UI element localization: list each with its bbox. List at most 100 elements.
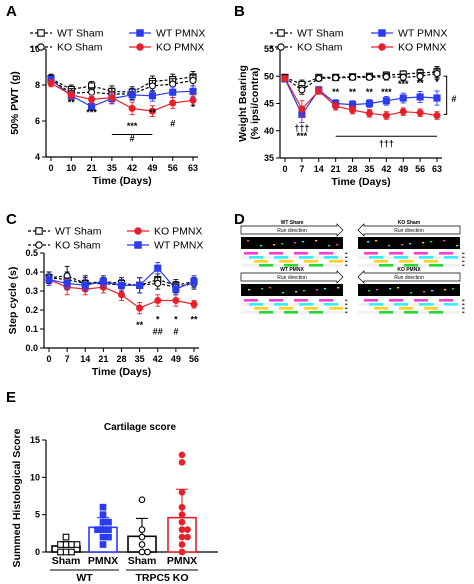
significance-mark: ** [68,98,76,108]
data-point [108,94,116,102]
data-point [154,264,162,272]
significance-mark: ** [149,108,157,118]
data-point [117,281,126,289]
data-point [178,518,186,526]
step-bar [254,307,268,310]
step-bar [249,256,263,259]
data-point [138,533,146,541]
series-ko-pmnx [281,74,441,120]
data-point [138,541,146,548]
gait-track: KO Sham Run direction [357,220,465,268]
footprint [337,287,340,289]
row-label [345,260,348,263]
legend-item: KO PMNX [371,42,446,54]
data-point [148,82,156,90]
y-tick-label: 0.0 [25,343,38,353]
y-tick-label: 4 [35,152,40,162]
data-point [57,541,64,548]
data-point [184,526,191,533]
data-point [154,279,162,287]
y-tick-label: 0.3 [25,286,38,296]
x-tick-label: Sham [128,555,157,567]
y-tick-label: 0.2 [25,305,38,315]
step-bar [269,299,283,302]
data-point [117,291,126,299]
legend-marker [37,29,45,37]
step-bar [439,252,453,255]
footprint [422,242,425,244]
panel-e: Cartilage score 0 5 10 15 Summed Histological… [11,422,218,584]
gait-track: WT Sham Run direction [240,220,348,268]
row-label [462,299,465,302]
footprint [401,244,404,246]
legend-label: KO PMNX [156,42,204,54]
legend-marker [378,43,386,51]
data-point [99,511,107,519]
step-bar [274,303,288,306]
data-point [148,107,156,115]
footprint [430,241,433,243]
data-point [298,86,306,94]
legend-label: KO PMNX [154,226,202,238]
y-tick-label: 10 [30,44,40,54]
footprint [273,244,276,246]
footprint-image [358,284,460,296]
data-point [88,88,96,96]
y-tick-label: 0.4 [25,267,38,277]
y-tick-label: 8 [35,80,40,90]
legend-label: KO Sham [57,42,103,54]
x-tick-label: Sham [52,555,81,567]
significance-mark: ## [153,327,163,337]
y-axis-label-line1: Weight Bearing [237,65,249,142]
step-bar [304,307,318,310]
significance-mark: # [170,118,175,128]
series-ko-pmnx [47,79,197,117]
data-point [433,69,441,78]
legend-marker [277,43,285,51]
footprint [302,241,305,243]
data-point [148,92,156,100]
step-bar [284,264,298,267]
run-direction-label: Run direction [277,228,307,234]
x-tick-label: 0 [282,164,287,174]
footprint [389,288,392,290]
legend-item: KO Sham [270,42,343,54]
footprint [328,245,331,247]
data-point [63,279,71,287]
legend-label: WT PMNX [154,240,203,252]
step-bar [404,311,418,314]
gait-track: KO PMNX Run direction [357,267,465,315]
row-label [345,252,348,255]
legend-marker [136,43,144,51]
sequence-row [241,255,343,260]
data-point [105,533,112,541]
step-bar [369,256,383,259]
step-bar [429,264,443,267]
data-point [62,533,70,541]
step-bar [394,256,408,259]
sequence-row [358,302,460,307]
step-bar [309,311,323,314]
data-point [138,496,146,504]
x-tick-label: 0 [46,354,51,364]
significance-mark: ** [190,314,198,324]
y-axis-label: Weight Bearing(% ipsi/contra) [237,65,261,142]
x-tick-label: 42 [381,164,391,174]
chart-title: Cartilage score [104,422,177,433]
x-tick-label: 7 [299,164,304,174]
panel-a: 4 6 8 10 0 10 21 35 42 49 56 63 Time (Days) 50% PWT (… [9,28,205,188]
data-point [99,533,107,541]
x-tick-label: 49 [171,354,181,364]
step-bar [419,256,433,259]
footprint [261,288,264,290]
significance-mark: *** [381,87,392,97]
footprint [376,289,379,291]
footprint [281,243,284,245]
row-label [345,299,348,302]
bar-group [88,503,118,553]
data-point [349,106,357,114]
data-point [67,91,75,99]
data-point [172,285,180,293]
row-label [345,311,348,314]
step-bar [414,299,428,302]
